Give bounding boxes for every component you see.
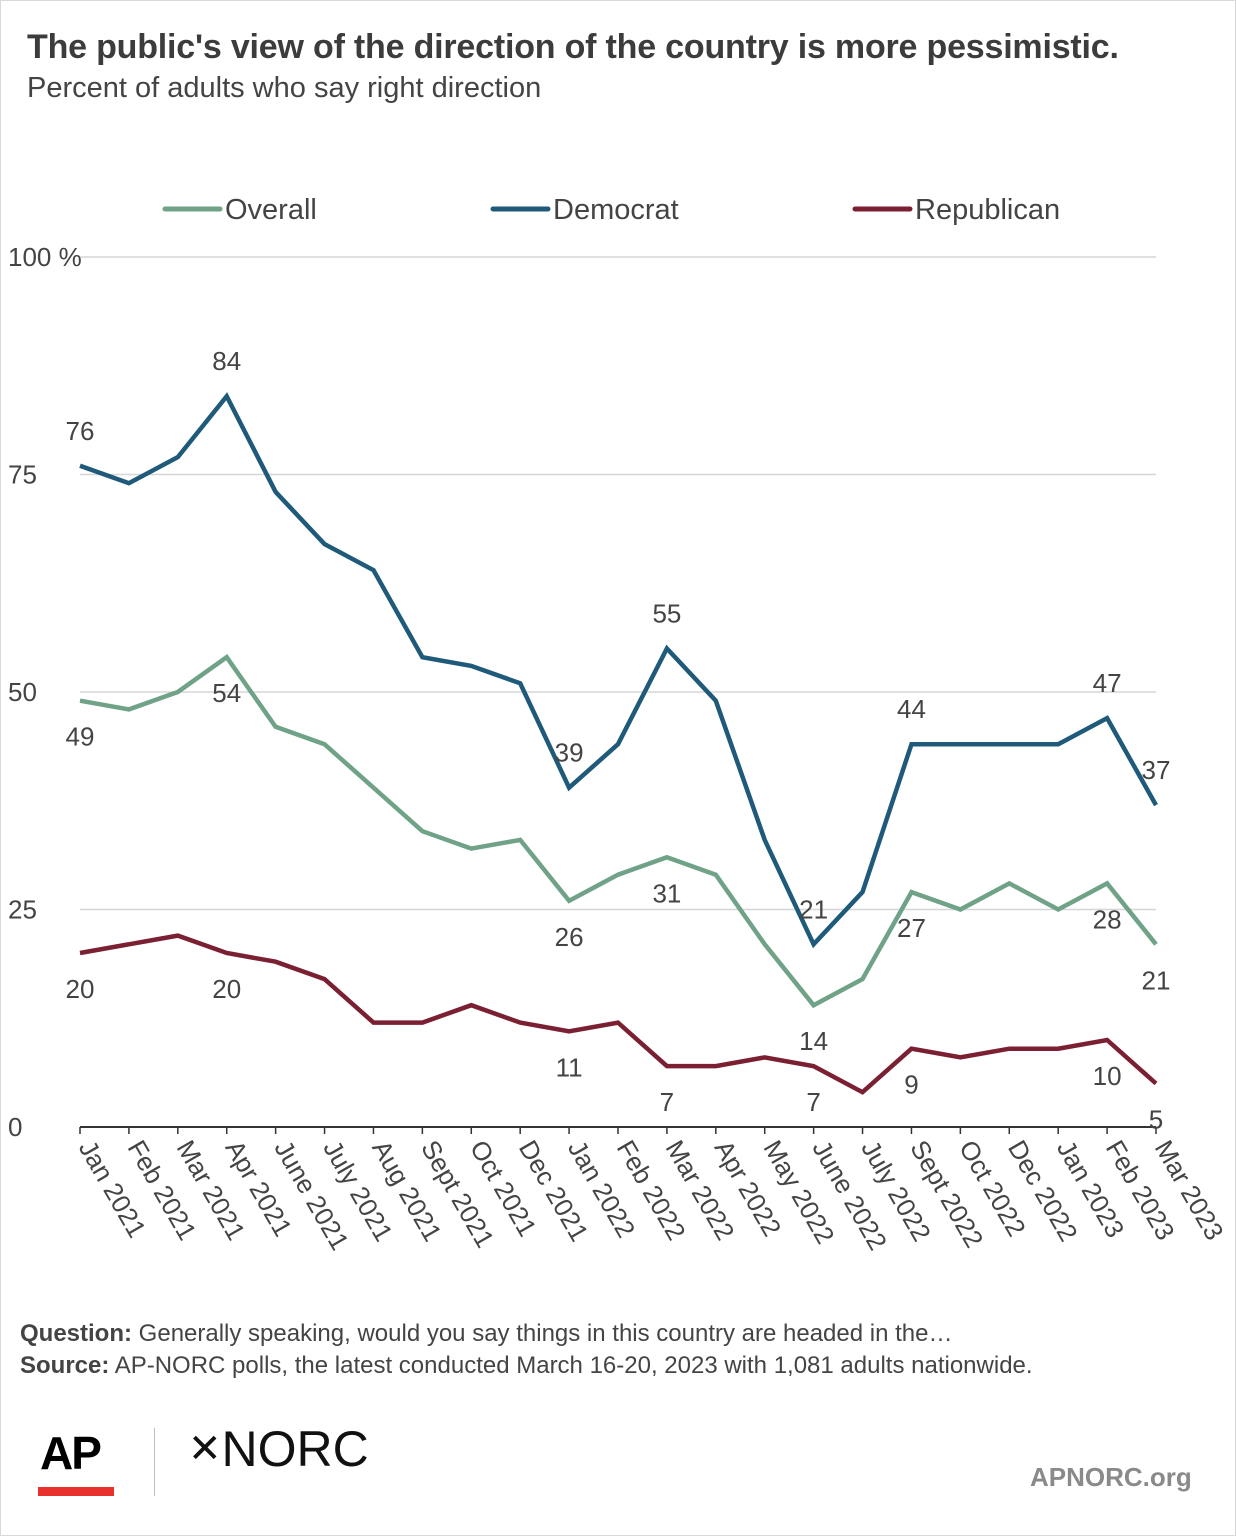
series-line-republican <box>79 933 1158 1095</box>
data-label: 26 <box>555 922 584 952</box>
chart-title: The public's view of the direction of th… <box>27 28 1119 66</box>
data-label: 27 <box>897 913 926 943</box>
data-label: 44 <box>897 694 926 724</box>
data-label: 84 <box>212 346 241 376</box>
series-line-overall <box>79 654 1158 1009</box>
question-label: Question: <box>20 1320 132 1347</box>
data-label: 37 <box>1142 755 1171 785</box>
legend-label-republican: Republican <box>915 194 1060 226</box>
y-tick-label: 0 <box>8 1112 22 1142</box>
y-tick-label: 100 % <box>8 242 82 272</box>
norc-logo-text: NORC <box>221 1421 369 1477</box>
legend-label-democrat: Democrat <box>553 194 679 226</box>
source-note: Source: AP-NORC polls, the latest conduc… <box>20 1350 1033 1382</box>
data-label: 11 <box>556 1052 583 1082</box>
data-label: 31 <box>652 878 681 908</box>
series-line-democrat <box>79 392 1158 949</box>
site-link[interactable]: APNORC.org <box>1030 1462 1192 1492</box>
data-label: 21 <box>1142 965 1171 995</box>
y-tick-label: 75 <box>8 460 37 490</box>
source-text: AP-NORC polls, the latest conducted Marc… <box>114 1352 1033 1379</box>
chart-subtitle: Percent of adults who say right directio… <box>27 72 542 104</box>
source-label: Source: <box>20 1352 110 1379</box>
data-label: 54 <box>212 678 241 708</box>
question-note: Question: Generally speaking, would you … <box>20 1318 1033 1350</box>
y-tick-label: 25 <box>8 895 37 925</box>
data-label: 7 <box>806 1087 820 1117</box>
ap-logo: AP <box>40 1427 102 1479</box>
data-label: 5 <box>1149 1105 1163 1135</box>
ap-logo-bar <box>38 1487 114 1496</box>
data-label: 9 <box>904 1070 918 1100</box>
data-label: 76 <box>66 416 95 446</box>
data-label: 49 <box>66 722 95 752</box>
logo-divider <box>154 1428 155 1496</box>
data-label: 55 <box>652 599 681 629</box>
legend-label-overall: Overall <box>225 194 317 226</box>
norc-logo: ✕NORC <box>188 1420 369 1478</box>
data-label: 20 <box>212 974 241 1004</box>
data-label: 10 <box>1093 1061 1122 1091</box>
data-label: 21 <box>799 894 828 924</box>
data-label: 47 <box>1093 668 1122 698</box>
data-label: 14 <box>799 1026 828 1056</box>
norc-star-icon: ✕ <box>188 1427 222 1471</box>
data-label: 39 <box>555 738 584 768</box>
data-label: 7 <box>660 1087 674 1117</box>
y-tick-label: 50 <box>8 677 37 707</box>
question-text: Generally speaking, would you say things… <box>138 1320 953 1347</box>
data-label: 28 <box>1093 904 1122 934</box>
chart-notes: Question: Generally speaking, would you … <box>20 1318 1033 1382</box>
data-label: 20 <box>66 974 95 1004</box>
